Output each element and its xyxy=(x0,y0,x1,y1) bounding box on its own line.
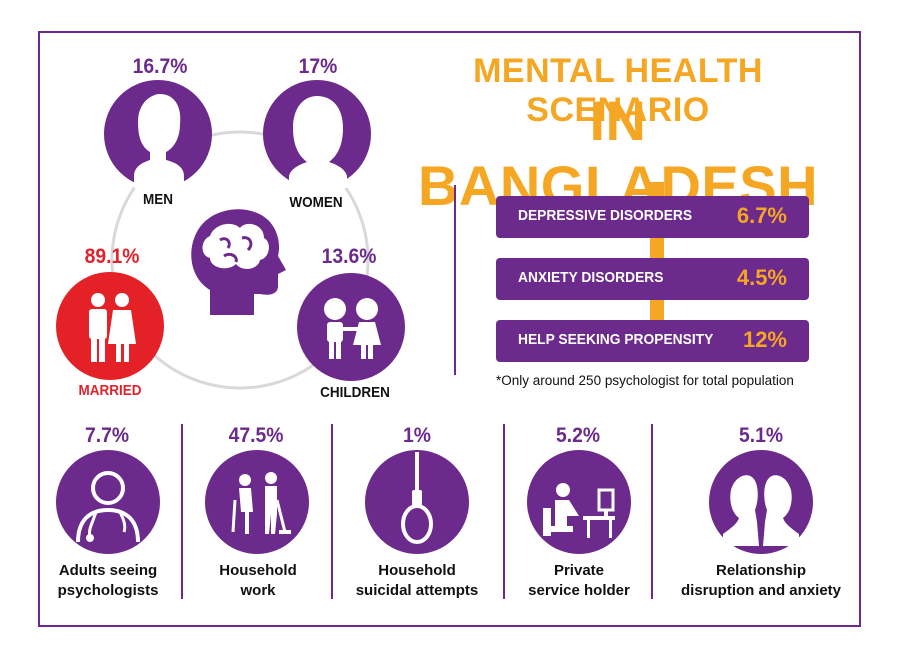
stat-label-line: service holder xyxy=(528,582,630,599)
men-label: MEN xyxy=(142,191,174,208)
noose-icon xyxy=(401,452,433,544)
married-label: MARRIED xyxy=(78,382,142,399)
connector-ring xyxy=(110,130,370,390)
column-divider xyxy=(651,424,653,599)
disorder-label: ANXIETY DISORDERS xyxy=(518,269,664,286)
children-label: CHILDREN xyxy=(320,384,390,401)
title-line-1: MENTAL HEALTH SCENARIO xyxy=(473,52,763,129)
stat-circle xyxy=(527,450,631,554)
stat-value-psychologists: 7.7% xyxy=(84,424,130,447)
footnote: *Only around 250 psychologist for total … xyxy=(496,373,794,388)
stat-label-psychologists: Adults seeing psychologists xyxy=(18,561,198,601)
women-circle xyxy=(263,80,371,188)
column-divider xyxy=(331,424,333,599)
disorder-label: DEPRESSIVE DISORDERS xyxy=(518,207,693,224)
men-circle xyxy=(104,80,212,188)
couple-icon xyxy=(89,293,136,362)
married-circle xyxy=(56,272,164,380)
disorder-row-depressive: DEPRESSIVE DISORDERS 6.7% xyxy=(496,196,809,238)
brain-head-icon xyxy=(191,209,286,315)
woman-head-icon xyxy=(289,96,347,188)
stat-label-line: Private xyxy=(553,562,605,579)
children-circle xyxy=(297,273,405,381)
stat-value-suicidal-attempts: 1% xyxy=(403,424,431,447)
arrow-notch xyxy=(650,238,664,258)
stat-label-private-service: Private service holder xyxy=(489,561,669,601)
stat-circle xyxy=(56,450,160,554)
stat-value-household-work: 47.5% xyxy=(228,424,284,447)
stat-circle xyxy=(205,450,309,554)
disorder-value: 12% xyxy=(742,327,787,352)
stat-label-line: suicidal attempts xyxy=(355,582,479,599)
arrow-notch xyxy=(650,300,664,320)
stat-label-line: Household xyxy=(219,562,297,579)
cleaning-icon xyxy=(231,472,291,534)
stat-value-private-service: 5.2% xyxy=(555,424,601,447)
married-value: 89.1% xyxy=(84,245,140,268)
women-value: 17% xyxy=(298,55,338,78)
disorder-value: 6.7% xyxy=(736,203,787,228)
man-head-icon xyxy=(134,94,184,188)
stat-label-household-work: Household work xyxy=(168,561,348,601)
women-label: WOMEN xyxy=(289,194,343,211)
stat-label-relationship: Relationship disruption and anxiety xyxy=(671,561,851,601)
stat-circle xyxy=(709,450,813,554)
children-value: 13.6% xyxy=(321,245,377,268)
disorder-label: HELP SEEKING PROPENSITY xyxy=(518,331,714,348)
doctor-icon xyxy=(76,471,140,543)
stat-label-line: Relationship xyxy=(715,562,806,579)
disorder-value: 4.5% xyxy=(736,265,787,290)
section-divider xyxy=(454,185,456,375)
stat-label-line: Adults seeing xyxy=(58,562,158,579)
column-divider xyxy=(181,424,183,599)
two-heads-icon xyxy=(723,475,799,546)
office-worker-icon xyxy=(543,483,615,538)
stat-label-line: psychologists xyxy=(57,582,159,599)
column-divider xyxy=(503,424,505,599)
stat-value-relationship: 5.1% xyxy=(738,424,784,447)
men-value: 16.7% xyxy=(132,55,188,78)
stat-label-line: Household xyxy=(378,562,456,579)
stat-label-suicidal-attempts: Household suicidal attempts xyxy=(327,561,507,601)
stat-label-line: disruption and anxiety xyxy=(680,582,842,599)
infographic-frame xyxy=(38,31,861,627)
children-icon xyxy=(324,298,381,359)
arrow-notch xyxy=(650,182,664,196)
stat-label-line: work xyxy=(240,582,276,599)
disorder-row-help-seeking: HELP SEEKING PROPENSITY 12% xyxy=(496,320,809,362)
disorder-row-anxiety: ANXIETY DISORDERS 4.5% xyxy=(496,258,809,300)
stat-circle xyxy=(365,450,469,554)
